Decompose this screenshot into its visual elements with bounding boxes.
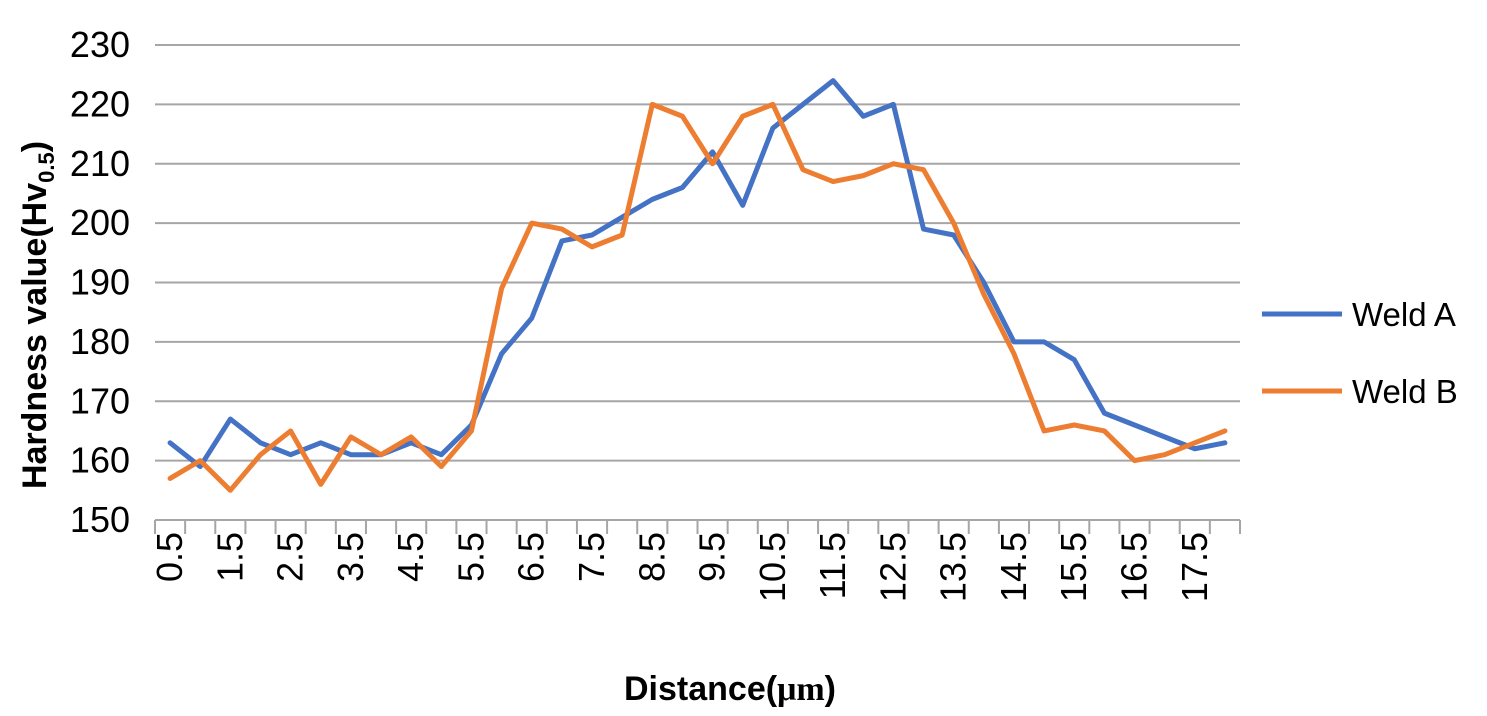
- x-tick-labels: 0.5 1.5 2.5 3.5 4.5 5.5 6.5 7.5 8.5 9.5 10.5 11.5 12…: [149, 532, 1215, 602]
- y-axis-title-main: Hardness value(Hv: [16, 183, 54, 489]
- x-axis-title-unit: μm: [777, 671, 825, 708]
- x-tick-label: 7.5: [571, 532, 612, 582]
- y-tick-labels: 150 160 170 180 190 200 210 220 230: [70, 24, 130, 540]
- x-axis-title-prefix: Distance(: [624, 670, 778, 708]
- axes: [154, 519, 1241, 534]
- x-tick-label: 3.5: [330, 532, 371, 582]
- y-axis-title: Hardness value(Hv0.5): [16, 141, 59, 489]
- y-tick-label: 180: [70, 321, 130, 362]
- y-tick-label: 190: [70, 262, 130, 303]
- x-axis-title: Distance(μm): [624, 670, 836, 708]
- series-lines: [167, 78, 1228, 493]
- y-tick-label: 170: [70, 380, 130, 421]
- x-tick-label: 8.5: [631, 532, 672, 582]
- y-axis-title-subscript: 0.5: [34, 152, 59, 183]
- x-axis-title-suffix: ): [825, 670, 836, 708]
- y-tick-label: 220: [70, 83, 130, 124]
- y-axis-title-suffix: ): [16, 141, 54, 152]
- y-tick-label: 230: [70, 24, 130, 65]
- y-tick-label: 160: [70, 440, 130, 481]
- x-tick-label: 6.5: [511, 532, 552, 582]
- x-tick-label: 11.5: [812, 532, 853, 599]
- series-line-weld-a: [167, 78, 1228, 470]
- x-tick-label: 17.5: [1174, 532, 1215, 602]
- y-tick-label: 150: [70, 499, 130, 540]
- gridlines: [155, 44, 1240, 462]
- series-line-weld-b: [167, 101, 1228, 493]
- legend-label-weld-a: Weld A: [1352, 296, 1456, 333]
- x-tick-label: 1.5: [209, 532, 250, 582]
- legend-label-weld-b: Weld B: [1352, 373, 1458, 410]
- x-tick-label: 9.5: [692, 532, 733, 582]
- y-tick-label: 210: [70, 143, 130, 184]
- x-tick-label: 4.5: [390, 532, 431, 582]
- x-tick-label: 10.5: [752, 532, 793, 602]
- x-tick-label: 15.5: [1053, 532, 1094, 602]
- x-tick-label: 16.5: [1114, 532, 1155, 602]
- x-tick-label: 0.5: [149, 532, 190, 582]
- x-tick-label: 12.5: [872, 532, 913, 602]
- y-tick-label: 200: [70, 202, 130, 243]
- x-tick-label: 14.5: [993, 532, 1034, 602]
- x-tick-label: 2.5: [270, 532, 311, 582]
- legend: Weld A Weld B: [1262, 296, 1458, 410]
- x-tick-label: 5.5: [450, 532, 491, 582]
- x-tick-label: 13.5: [933, 532, 974, 602]
